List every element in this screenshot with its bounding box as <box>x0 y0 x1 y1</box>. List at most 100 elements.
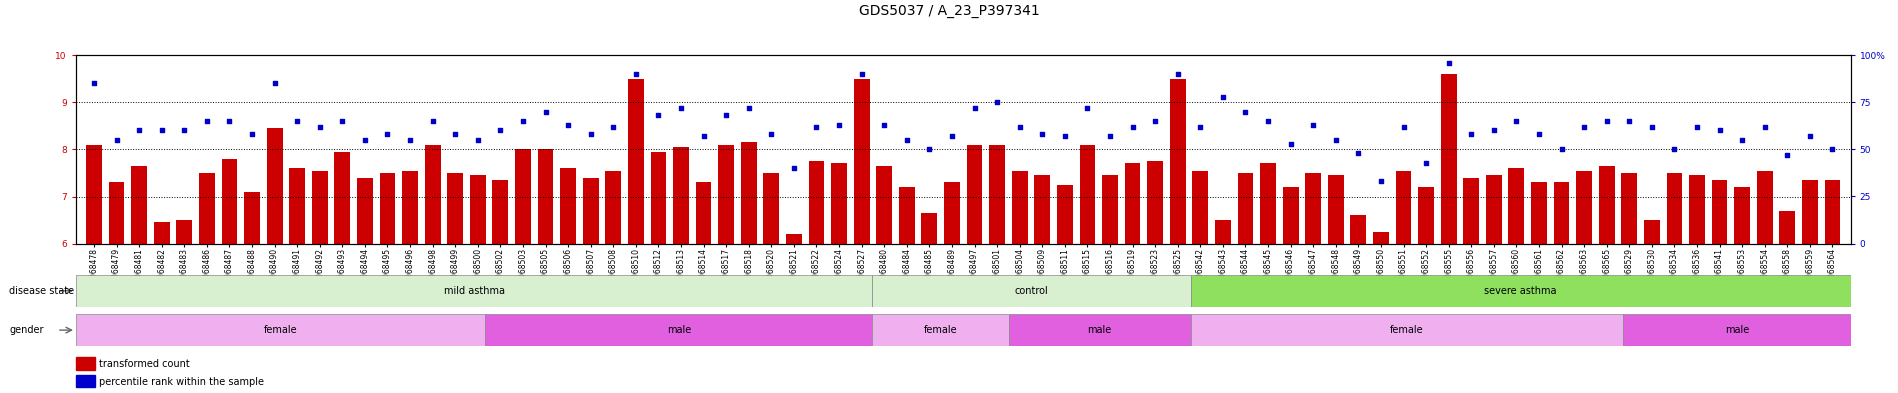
Bar <box>1554 182 1570 244</box>
Point <box>1613 118 1644 124</box>
Text: GDS5037 / A_23_P397341: GDS5037 / A_23_P397341 <box>858 4 1040 18</box>
Point <box>801 123 831 130</box>
Bar <box>1598 166 1615 244</box>
Point <box>1501 118 1532 124</box>
Point <box>1275 141 1306 147</box>
Bar <box>1824 180 1841 244</box>
Bar <box>357 178 372 244</box>
Bar <box>1169 79 1186 244</box>
Point <box>1095 133 1126 139</box>
Bar <box>583 178 598 244</box>
Point <box>1456 131 1486 138</box>
Point <box>778 165 809 171</box>
Bar <box>448 173 463 244</box>
Bar <box>1532 182 1547 244</box>
Bar <box>854 79 869 244</box>
Bar <box>740 142 757 244</box>
Bar <box>1080 145 1095 244</box>
FancyBboxPatch shape <box>1008 314 1190 346</box>
Point <box>1207 94 1237 100</box>
Point <box>304 123 334 130</box>
Bar <box>85 145 102 244</box>
Point <box>395 137 425 143</box>
Bar <box>268 128 283 244</box>
Point <box>1230 108 1260 115</box>
Bar <box>605 171 621 244</box>
Bar <box>108 182 125 244</box>
Point <box>214 118 245 124</box>
Bar <box>1644 220 1659 244</box>
Bar <box>1057 185 1072 244</box>
Bar <box>1575 171 1592 244</box>
Point <box>237 131 268 138</box>
Point <box>101 137 131 143</box>
Text: female: female <box>264 325 298 335</box>
Point <box>981 99 1012 105</box>
FancyBboxPatch shape <box>1190 275 1851 307</box>
Point <box>1141 118 1171 124</box>
Bar <box>492 180 509 244</box>
FancyBboxPatch shape <box>873 314 1008 346</box>
Point <box>598 123 628 130</box>
Point <box>1027 131 1057 138</box>
Text: disease state: disease state <box>9 286 74 296</box>
Point <box>1387 123 1418 130</box>
Bar <box>651 152 666 244</box>
Bar <box>199 173 214 244</box>
Bar <box>1260 163 1275 244</box>
Point <box>1050 133 1080 139</box>
Point <box>938 133 968 139</box>
Point <box>575 131 605 138</box>
Point <box>915 146 945 152</box>
Point <box>283 118 313 124</box>
Point <box>643 112 674 119</box>
Text: percentile rank within the sample: percentile rank within the sample <box>99 377 264 387</box>
Bar <box>245 192 260 244</box>
Bar <box>380 173 395 244</box>
Point <box>1321 137 1351 143</box>
Bar <box>1689 175 1704 244</box>
Bar <box>1306 173 1321 244</box>
Point <box>1816 146 1847 152</box>
Bar <box>1509 168 1524 244</box>
Bar <box>425 145 440 244</box>
Bar <box>989 145 1006 244</box>
Point <box>1704 127 1735 134</box>
Text: female: female <box>924 325 957 335</box>
Bar <box>1103 175 1118 244</box>
Point <box>1682 123 1712 130</box>
Bar <box>311 171 328 244</box>
Point <box>847 71 877 77</box>
FancyBboxPatch shape <box>76 275 873 307</box>
Bar <box>177 220 192 244</box>
Point <box>552 122 583 128</box>
Bar <box>1666 173 1682 244</box>
Point <box>530 108 560 115</box>
Bar <box>1329 175 1344 244</box>
Text: gender: gender <box>9 325 44 335</box>
Point <box>1727 137 1758 143</box>
Bar <box>1237 173 1253 244</box>
Bar <box>809 161 824 244</box>
Point <box>1163 71 1194 77</box>
Point <box>1118 123 1148 130</box>
Bar <box>1012 171 1027 244</box>
Point <box>666 105 697 111</box>
Bar <box>1283 187 1298 244</box>
Bar <box>1395 171 1412 244</box>
Point <box>1004 123 1034 130</box>
Bar <box>471 175 486 244</box>
Bar <box>674 147 689 244</box>
Bar <box>1463 178 1479 244</box>
Point <box>892 137 922 143</box>
Point <box>440 131 471 138</box>
Bar <box>1126 163 1141 244</box>
Bar <box>966 145 983 244</box>
Point <box>1773 152 1803 158</box>
Bar <box>1372 232 1389 244</box>
Bar <box>1758 171 1773 244</box>
Point <box>260 80 290 86</box>
Point <box>463 137 493 143</box>
Point <box>712 112 742 119</box>
Point <box>1479 127 1509 134</box>
